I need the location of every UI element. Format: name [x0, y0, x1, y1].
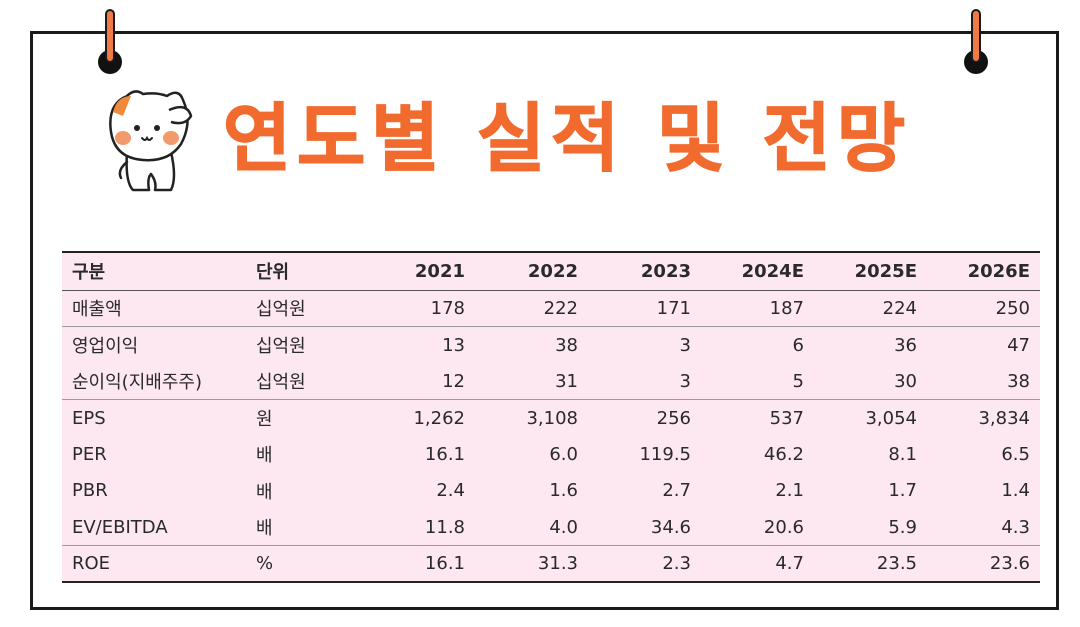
column-header: 2023 [588, 251, 701, 291]
table-cell: 250 [927, 290, 1040, 327]
table-cell: 6 [792, 334, 804, 356]
row-unit: 십억원 [256, 336, 306, 357]
table-row: ROE % 16.1 31.3 2.3 4.7 23.5 23.6 [62, 545, 1040, 583]
row-label: PER [72, 443, 107, 465]
column-header: 단위 [252, 251, 362, 291]
table-row: PBR 배 2.4 1.6 2.7 2.1 1.7 1.4 [62, 473, 1040, 510]
table-cell: 23.6 [927, 545, 1040, 583]
table-cell: 6.5 [1001, 443, 1030, 465]
table-cell: 2.7 [662, 480, 691, 502]
row-unit: 배 [256, 481, 273, 503]
table-row: 매출액 십억원 178 222 171 187 224 250 [62, 290, 1040, 327]
table-cell: 171 [588, 290, 701, 327]
table-cell: 1.4 [1001, 480, 1030, 502]
performance-table-container: 구분 단위 2021 2022 2023 2024E 2025E 2026E 매… [62, 251, 1040, 583]
table-row: 영업이익 십억원 13 38 3 6 36 47 [62, 327, 1040, 364]
performance-table: 구분 단위 2021 2022 2023 2024E 2025E 2026E 매… [62, 251, 1040, 583]
row-unit: 십억원 [252, 363, 362, 400]
row-unit: % [252, 545, 362, 583]
saluting-cat-mascot-icon [109, 90, 193, 192]
table-cell: 12 [362, 363, 475, 400]
row-label: EV/EBITDA [62, 509, 252, 546]
table-cell: 3,108 [526, 407, 578, 429]
table-cell: 23.5 [814, 545, 927, 583]
table-cell: 2.4 [436, 480, 465, 502]
table-cell: 3 [679, 334, 691, 356]
table-cell: 2.1 [775, 480, 804, 502]
table-cell: 3 [588, 363, 701, 400]
table-row: 순이익(지배주주) 십억원 12 31 3 5 30 38 [62, 363, 1040, 400]
table-cell: 3,054 [865, 407, 917, 429]
row-unit: 배 [256, 445, 273, 467]
table-row: PER 배 16.1 6.0 119.5 46.2 8.1 6.5 [62, 436, 1040, 473]
table-cell: 178 [362, 290, 475, 327]
table-cell: 30 [814, 363, 927, 400]
table-cell: 11.8 [362, 509, 475, 546]
table-cell: 119.5 [639, 443, 691, 465]
table-cell: 3,834 [978, 407, 1030, 429]
column-header: 2025E [814, 251, 927, 291]
table-cell: 16.1 [362, 545, 475, 583]
row-label: 순이익(지배주주) [62, 363, 252, 400]
column-header: 2021 [362, 251, 475, 291]
table-cell: 34.6 [588, 509, 701, 546]
column-header: 2022 [475, 251, 588, 291]
page-title: 연도별 실적 및 전망 [222, 95, 911, 183]
table-cell: 187 [701, 290, 814, 327]
table-cell: 46.2 [763, 443, 804, 465]
table-header-row: 구분 단위 2021 2022 2023 2024E 2025E 2026E [62, 251, 1040, 291]
binder-ring-pin-icon [964, 9, 988, 74]
table-cell: 537 [769, 407, 804, 429]
table-cell: 1.6 [549, 480, 578, 502]
table-row: EV/EBITDA 배 11.8 4.0 34.6 20.6 5.9 4.3 [62, 509, 1040, 546]
column-header: 구분 [62, 251, 252, 291]
row-unit: 십억원 [252, 290, 362, 327]
table-cell: 5.9 [814, 509, 927, 546]
table-cell: 1,262 [413, 407, 465, 429]
table-cell: 5 [701, 363, 814, 400]
table-cell: 224 [814, 290, 927, 327]
table-cell: 20.6 [701, 509, 814, 546]
table-cell: 8.1 [888, 443, 917, 465]
table-cell: 2.3 [588, 545, 701, 583]
row-unit: 배 [252, 509, 362, 546]
table-cell: 31 [475, 363, 588, 400]
table-cell: 1.7 [888, 480, 917, 502]
table-row: EPS 원 1,262 3,108 256 537 3,054 3,834 [62, 400, 1040, 437]
row-label: EPS [72, 407, 106, 429]
table-cell: 36 [894, 334, 917, 356]
table-cell: 4.7 [701, 545, 814, 583]
table-cell: 6.0 [549, 443, 578, 465]
table-cell: 47 [1007, 334, 1030, 356]
table-cell: 4.3 [927, 509, 1040, 546]
row-unit: 원 [256, 409, 273, 430]
row-label: PBR [72, 480, 108, 502]
table-cell: 16.1 [424, 443, 465, 465]
table-cell: 31.3 [475, 545, 588, 583]
table-cell: 256 [656, 407, 691, 429]
table-cell: 13 [442, 334, 465, 356]
table-cell: 4.0 [475, 509, 588, 546]
row-label: ROE [62, 545, 252, 583]
column-header: 2024E [701, 251, 814, 291]
column-header: 2026E [927, 251, 1040, 291]
row-label: 영업이익 [72, 336, 139, 357]
table-cell: 38 [555, 334, 578, 356]
row-label: 매출액 [62, 290, 252, 327]
table-cell: 38 [927, 363, 1040, 400]
table-cell: 222 [475, 290, 588, 327]
binder-ring-pin-icon [98, 9, 122, 74]
